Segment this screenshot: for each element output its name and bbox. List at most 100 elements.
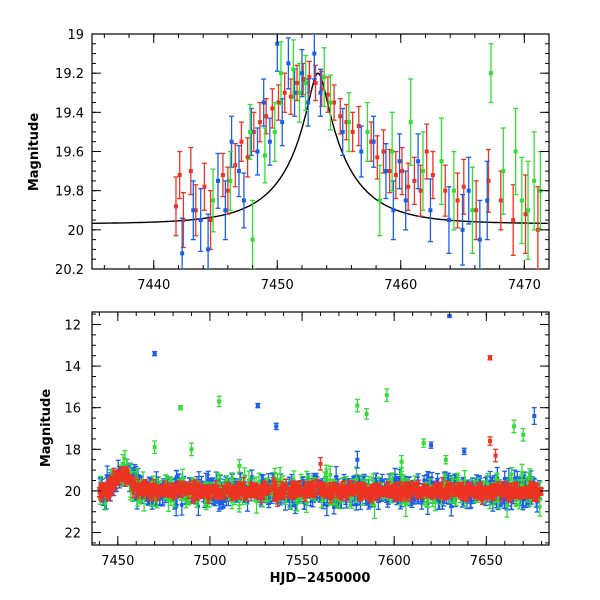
y-tick-label: 19.6 xyxy=(55,146,84,161)
bottom-blue-point xyxy=(426,481,431,486)
bottom-green-point xyxy=(328,473,332,477)
y-tick-label: 20 xyxy=(67,224,84,239)
top-blue-point xyxy=(191,208,196,213)
top-blue-point xyxy=(236,169,241,174)
top-blue-point xyxy=(397,159,402,164)
bottom-blue-point xyxy=(441,499,446,503)
y-tick-label: 19.8 xyxy=(55,185,84,200)
top-green-point xyxy=(501,169,506,174)
bottom-blue-point xyxy=(488,480,492,484)
top-red-point xyxy=(461,184,466,189)
top-red-point xyxy=(406,184,411,189)
bottom-green-point xyxy=(367,483,371,487)
top-blue-point xyxy=(275,41,280,46)
top-red-point xyxy=(393,173,398,177)
top-blue-point xyxy=(466,188,471,193)
top-red-point xyxy=(202,184,207,189)
bottom-green-point xyxy=(187,494,192,498)
top-green-point xyxy=(278,71,283,76)
top-green-point xyxy=(451,188,456,193)
top-green-point xyxy=(272,129,277,134)
top-red-point xyxy=(430,173,435,177)
bottom-blue-point xyxy=(397,477,402,481)
bottom-blue-point xyxy=(268,483,272,488)
top-green-point xyxy=(322,75,327,80)
bottom-green-point xyxy=(180,475,185,480)
bottom-blue-point xyxy=(470,482,475,487)
bottom-blue-point xyxy=(219,488,223,493)
bottom-blue-point xyxy=(221,496,226,500)
top-blue-point xyxy=(359,149,364,154)
bottom-blue-point xyxy=(245,501,250,505)
top-red-point xyxy=(424,149,429,154)
y-tick-label: 19.4 xyxy=(55,106,84,121)
bottom-blue-point xyxy=(512,476,517,481)
top-blue-point xyxy=(180,251,185,256)
bottom-blue-point xyxy=(332,505,336,509)
top-blue-point xyxy=(391,208,396,213)
top-blue-point xyxy=(206,247,211,252)
bottom-green-point xyxy=(462,479,467,483)
top-red-point xyxy=(443,188,448,193)
bottom-green-point xyxy=(433,500,438,505)
bottom-red-point xyxy=(478,482,483,487)
bottom-blue-point xyxy=(310,498,315,503)
top-red-point xyxy=(276,100,281,105)
top-red-point xyxy=(387,169,392,174)
bottom-blue-point xyxy=(412,497,417,502)
bottom-blue-point xyxy=(376,497,381,502)
bottom-green-point xyxy=(519,483,524,487)
top-green-point xyxy=(532,178,537,183)
top-red-point xyxy=(511,218,516,223)
top-green-point xyxy=(470,208,475,213)
bottom-blue-point xyxy=(259,480,263,484)
bottom-blue-point xyxy=(469,499,473,504)
top-blue-point xyxy=(286,61,291,66)
top-panel: 7440 7450 7460 7470 19 19.2 19.4 19.6 19.8 20 20.2… xyxy=(27,28,550,293)
bottom-green-point xyxy=(401,478,406,483)
bottom-green-point xyxy=(123,457,127,461)
top-blue-point xyxy=(371,139,376,144)
bottom-blue-point xyxy=(449,504,454,509)
y-tick-label: 20.2 xyxy=(55,263,84,278)
bottom-blue-point xyxy=(430,481,434,485)
y-tick-label: 19.2 xyxy=(55,67,84,82)
top-green-point xyxy=(390,149,395,154)
top-blue-point xyxy=(261,100,266,105)
bottom-blue-point xyxy=(293,503,298,508)
top-blue-point xyxy=(460,227,465,232)
bottom-green-point xyxy=(128,486,133,491)
top-red-point xyxy=(369,139,374,144)
bottom-green-point xyxy=(372,504,377,508)
bottom-blue-point xyxy=(266,481,271,485)
top-red-point xyxy=(498,198,503,203)
top-blue-point xyxy=(340,129,345,134)
top-red-point xyxy=(188,169,193,174)
top-blue-point xyxy=(215,178,220,183)
top-red-point xyxy=(173,204,178,209)
bottom-green-point xyxy=(538,505,542,509)
top-red-point xyxy=(313,80,318,85)
bottom-blue-point xyxy=(196,504,201,509)
top-red-point xyxy=(325,92,330,97)
x-tick-label: 7470 xyxy=(508,278,541,293)
top-blue-point xyxy=(446,218,451,223)
bottom-blue-point xyxy=(435,478,440,483)
top-red-point xyxy=(350,129,355,134)
top-green-point xyxy=(365,129,370,134)
top-red-point xyxy=(181,218,186,223)
top-green-point xyxy=(526,208,531,213)
top-red-point xyxy=(264,114,269,119)
top-blue-point xyxy=(383,169,388,174)
top-red-point xyxy=(233,163,238,168)
bottom-green-point xyxy=(275,478,280,482)
top-red-point xyxy=(295,80,300,85)
top-green-point xyxy=(248,129,253,134)
bottom-green-point xyxy=(129,470,133,475)
top-red-point xyxy=(245,155,250,160)
bottom-blue-point xyxy=(422,478,426,483)
bottom-blue-point xyxy=(393,476,397,481)
top-red-point xyxy=(523,212,528,217)
